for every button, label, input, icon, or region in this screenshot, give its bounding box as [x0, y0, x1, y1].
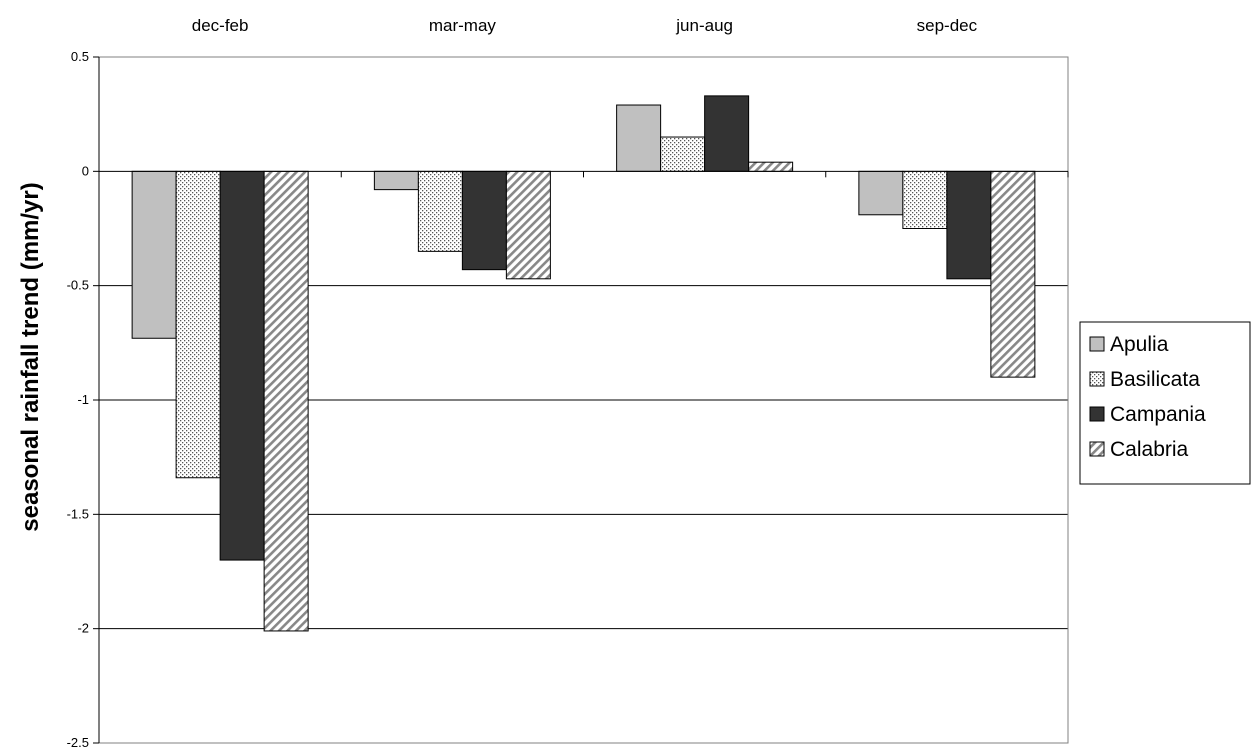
bar-basilicata-sep-dec — [902, 170, 948, 229]
y-tick-label: -2.5 — [67, 735, 89, 750]
y-tick-labels: 0.5 0 -0.5 -1 -1.5 -2 -2.5 — [67, 49, 89, 750]
bar-apulia-jun-aug — [616, 104, 662, 172]
y-tick-label: -1 — [77, 392, 89, 407]
bar-calabria-sep-dec — [990, 170, 1036, 378]
legend-swatch — [1089, 371, 1105, 387]
y-tick-label: -0.5 — [67, 278, 89, 293]
legend-swatch — [1089, 441, 1105, 457]
legend-swatch — [1089, 406, 1105, 422]
legend-label: Apulia — [1110, 333, 1169, 356]
bar-apulia-sep-dec — [858, 170, 904, 216]
category-label: jun-aug — [675, 16, 733, 35]
legend-label: Calabria — [1110, 438, 1189, 461]
legend-box — [1079, 321, 1251, 485]
category-labels: dec-feb mar-may jun-aug sep-dec — [192, 16, 978, 35]
y-tick-label: 0.5 — [71, 49, 89, 64]
legend-swatch — [1089, 336, 1105, 352]
legend: Apulia Basilicata Campania Calabria — [1079, 321, 1251, 485]
category-label: dec-feb — [192, 16, 249, 35]
legend-label: Campania — [1110, 403, 1206, 426]
bar-campania-dec-feb — [219, 170, 265, 561]
category-label: mar-may — [429, 16, 497, 35]
legend-label: Basilicata — [1110, 368, 1200, 391]
y-tick-label: 0 — [82, 163, 89, 178]
bar-basilicata-mar-may — [417, 170, 463, 252]
axes — [93, 56, 1069, 744]
y-tick-label: -1.5 — [67, 506, 89, 521]
bar-apulia-dec-feb — [131, 170, 177, 339]
bar-calabria-dec-feb — [263, 170, 309, 632]
bar-calabria-mar-may — [505, 170, 551, 280]
bar-calabria-jun-aug — [748, 161, 794, 172]
y-axis-title: seasonal rainfall trend (mm/yr) — [17, 182, 44, 531]
y-tick-label: -2 — [77, 621, 89, 636]
bar-campania-jun-aug — [704, 95, 750, 172]
category-label: sep-dec — [917, 16, 978, 35]
bar-basilicata-jun-aug — [660, 136, 706, 172]
bar-apulia-mar-may — [373, 170, 419, 191]
bar-campania-sep-dec — [946, 170, 992, 280]
bar-campania-mar-may — [461, 170, 507, 271]
bar-basilicata-dec-feb — [175, 170, 221, 479]
bars — [131, 95, 1036, 632]
